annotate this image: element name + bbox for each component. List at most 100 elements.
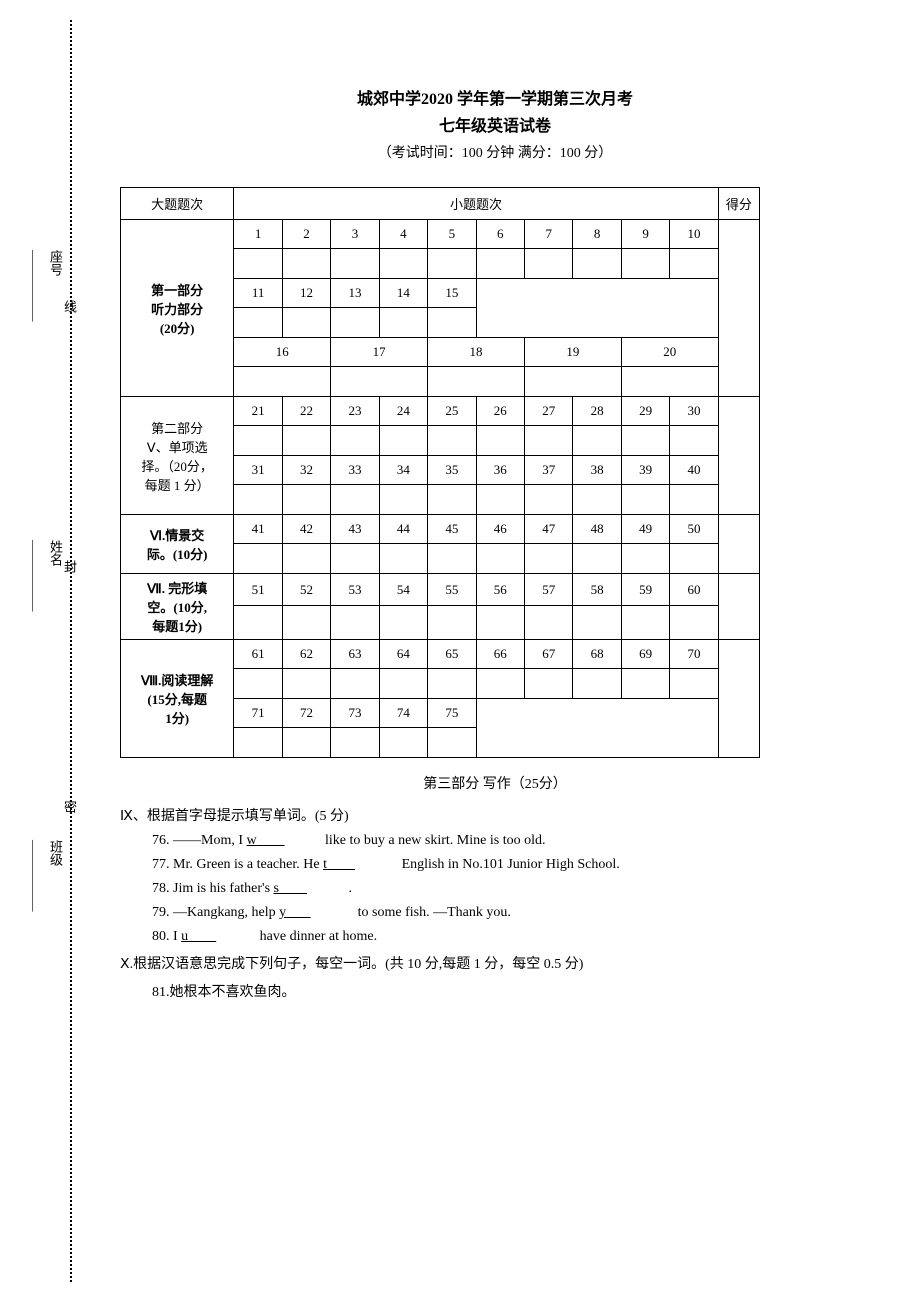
part3-header: Ⅵ.情景交 际。(10分)	[121, 515, 234, 574]
ans-24	[379, 426, 427, 456]
cell-9: 9	[621, 220, 669, 249]
cell-15: 15	[428, 279, 476, 308]
cell-72: 72	[282, 699, 330, 728]
ans-64	[379, 669, 427, 699]
cell-46: 46	[476, 515, 524, 544]
cell-60: 60	[670, 574, 718, 606]
ans-50	[670, 544, 718, 574]
ans-19	[524, 367, 621, 397]
cell-14: 14	[379, 279, 427, 308]
label-class: 班级___________	[30, 840, 65, 912]
ans-4	[379, 249, 427, 279]
cell-6: 6	[476, 220, 524, 249]
cell-7: 7	[524, 220, 572, 249]
ans-17	[331, 367, 428, 397]
ans-18	[428, 367, 525, 397]
ans-58	[573, 606, 621, 640]
page-title: 城郊中学2020 学年第一学期第三次月考	[110, 85, 880, 109]
cell-42: 42	[282, 515, 330, 544]
questions-block: Ⅸ、根据首字母提示填写单词。(5 分) 76. ——Mom, I w like …	[120, 805, 880, 1001]
ans-43	[331, 544, 379, 574]
part3-writing-title: 第三部分 写作（25分）	[110, 773, 880, 793]
ans-36	[476, 485, 524, 515]
label-seat-text: 座号	[48, 250, 63, 276]
ans-5	[428, 249, 476, 279]
cell-47: 47	[524, 515, 572, 544]
cell-51: 51	[234, 574, 282, 606]
part5-header: Ⅷ.阅读理解 (15分,每题 1分)	[121, 640, 234, 758]
ans-63	[331, 669, 379, 699]
ans-23	[331, 426, 379, 456]
cell-44: 44	[379, 515, 427, 544]
cell-33: 33	[331, 456, 379, 485]
ans-16	[234, 367, 331, 397]
cell-69: 69	[621, 640, 669, 669]
cell-34: 34	[379, 456, 427, 485]
ans-59	[621, 606, 669, 640]
cell-32: 32	[282, 456, 330, 485]
cell-39: 39	[621, 456, 669, 485]
ans-60	[670, 606, 718, 640]
ans-52	[282, 606, 330, 640]
cell-65: 65	[428, 640, 476, 669]
seal-mi: 密	[60, 800, 79, 818]
cell-56: 56	[476, 574, 524, 606]
cell-74: 74	[379, 699, 427, 728]
cell-43: 43	[331, 515, 379, 544]
ans-40	[670, 485, 718, 515]
ans-67	[524, 669, 572, 699]
cell-31: 31	[234, 456, 282, 485]
cell-17: 17	[331, 338, 428, 367]
cell-36: 36	[476, 456, 524, 485]
part4-score	[718, 574, 759, 640]
ans-30	[670, 426, 718, 456]
cell-57: 57	[524, 574, 572, 606]
ans-57	[524, 606, 572, 640]
ans-48	[573, 544, 621, 574]
q10-heading: Ⅹ.根据汉语意思完成下列句子，每空一词。(共 10 分,每题 1 分，每空 0.…	[120, 953, 880, 973]
cell-48: 48	[573, 515, 621, 544]
cell-20: 20	[621, 338, 718, 367]
ans-42	[282, 544, 330, 574]
ans-33	[331, 485, 379, 515]
ans-46	[476, 544, 524, 574]
cell-58: 58	[573, 574, 621, 606]
cell-55: 55	[428, 574, 476, 606]
ans-35	[428, 485, 476, 515]
ans-21	[234, 426, 282, 456]
q81: 81.她根本不喜欢鱼肉。	[152, 981, 880, 1001]
cell-3: 3	[331, 220, 379, 249]
ans-25	[428, 426, 476, 456]
ans-9	[621, 249, 669, 279]
cell-10: 10	[670, 220, 718, 249]
empty-11-15	[476, 279, 718, 338]
ans-62	[282, 669, 330, 699]
ans-15	[428, 308, 476, 338]
ans-45	[428, 544, 476, 574]
cell-11: 11	[234, 279, 282, 308]
cell-35: 35	[428, 456, 476, 485]
ans-12	[282, 308, 330, 338]
ans-71	[234, 728, 282, 758]
ans-55	[428, 606, 476, 640]
ans-10	[670, 249, 718, 279]
ans-70	[670, 669, 718, 699]
part2-score	[718, 397, 759, 515]
ans-69	[621, 669, 669, 699]
cell-8: 8	[573, 220, 621, 249]
ans-29	[621, 426, 669, 456]
ans-68	[573, 669, 621, 699]
cell-54: 54	[379, 574, 427, 606]
ans-14	[379, 308, 427, 338]
cell-62: 62	[282, 640, 330, 669]
q79: 79. —Kangkang, help y to some fish. —Tha…	[152, 905, 880, 921]
cell-61: 61	[234, 640, 282, 669]
cell-64: 64	[379, 640, 427, 669]
ans-73	[331, 728, 379, 758]
col-score: 得分	[718, 188, 759, 220]
cell-59: 59	[621, 574, 669, 606]
ans-47	[524, 544, 572, 574]
cell-45: 45	[428, 515, 476, 544]
ans-65	[428, 669, 476, 699]
ans-28	[573, 426, 621, 456]
